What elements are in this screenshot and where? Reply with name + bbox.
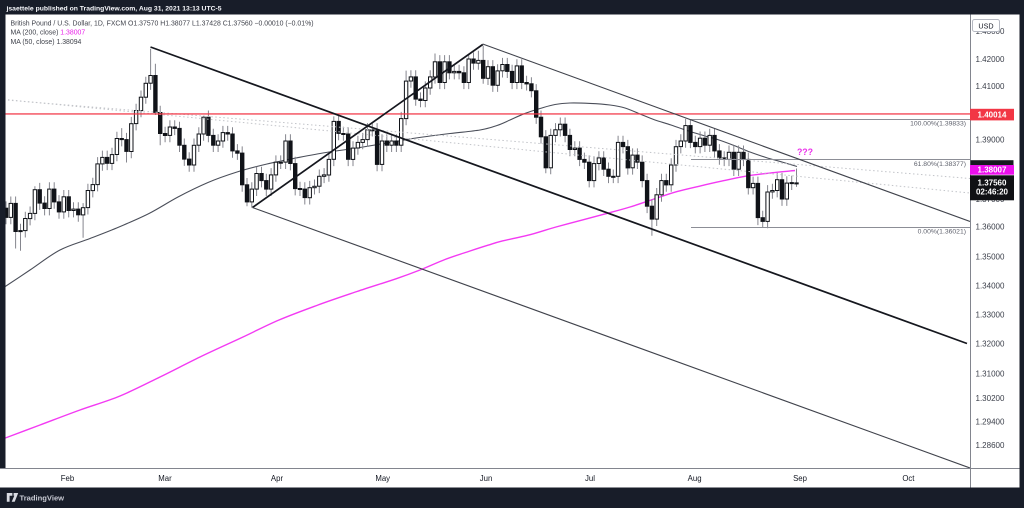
svg-text:Apr: Apr [271, 474, 284, 483]
svg-text:1.32000: 1.32000 [976, 340, 1005, 349]
svg-text:1.40014: 1.40014 [978, 110, 1007, 119]
svg-text:1.36000: 1.36000 [976, 222, 1005, 231]
svg-text:???: ??? [797, 147, 813, 157]
svg-text:1.30200: 1.30200 [976, 394, 1005, 403]
svg-text:Mar: Mar [158, 474, 172, 483]
svg-text:61.80%(1.38377): 61.80%(1.38377) [914, 161, 966, 168]
svg-text:1.38007: 1.38007 [978, 166, 1007, 175]
svg-text:Jun: Jun [480, 474, 493, 483]
svg-text:1.42000: 1.42000 [976, 55, 1005, 64]
svg-text:1.31000: 1.31000 [976, 370, 1005, 379]
svg-text:Feb: Feb [61, 474, 75, 483]
svg-text:British Pound / U.S. Dollar, 1: British Pound / U.S. Dollar, 1D, FXCM O1… [11, 20, 314, 27]
svg-text:0.00%(1.36021): 0.00%(1.36021) [918, 228, 966, 235]
svg-text:1.41000: 1.41000 [976, 82, 1005, 91]
svg-text:1.35000: 1.35000 [976, 253, 1005, 262]
svg-text:Sep: Sep [793, 474, 808, 483]
svg-text:TradingView: TradingView [20, 494, 65, 503]
svg-text:May: May [375, 474, 390, 483]
svg-text:1.39000: 1.39000 [976, 136, 1005, 145]
svg-text:1.33000: 1.33000 [976, 311, 1005, 320]
svg-text:MA (50, close) 1.38094: MA (50, close) 1.38094 [11, 39, 82, 46]
svg-text:Jul: Jul [585, 474, 595, 483]
svg-text:Aug: Aug [688, 474, 702, 483]
svg-text:jsaettele published on Trading: jsaettele published on TradingView.com, … [6, 5, 222, 12]
svg-text:1.34000: 1.34000 [976, 282, 1005, 291]
svg-text:Oct: Oct [902, 474, 915, 483]
svg-text:100.00%(1.39833): 100.00%(1.39833) [910, 120, 966, 127]
svg-text:1.37560: 1.37560 [978, 179, 1007, 188]
svg-text:1.28600: 1.28600 [976, 441, 1005, 450]
svg-text:MA (200, close) 1.38007: MA (200, close) 1.38007 [11, 30, 86, 37]
svg-text:02:46:20: 02:46:20 [976, 187, 1009, 196]
svg-text:1.29400: 1.29400 [976, 417, 1005, 426]
svg-text:USD: USD [978, 22, 993, 31]
